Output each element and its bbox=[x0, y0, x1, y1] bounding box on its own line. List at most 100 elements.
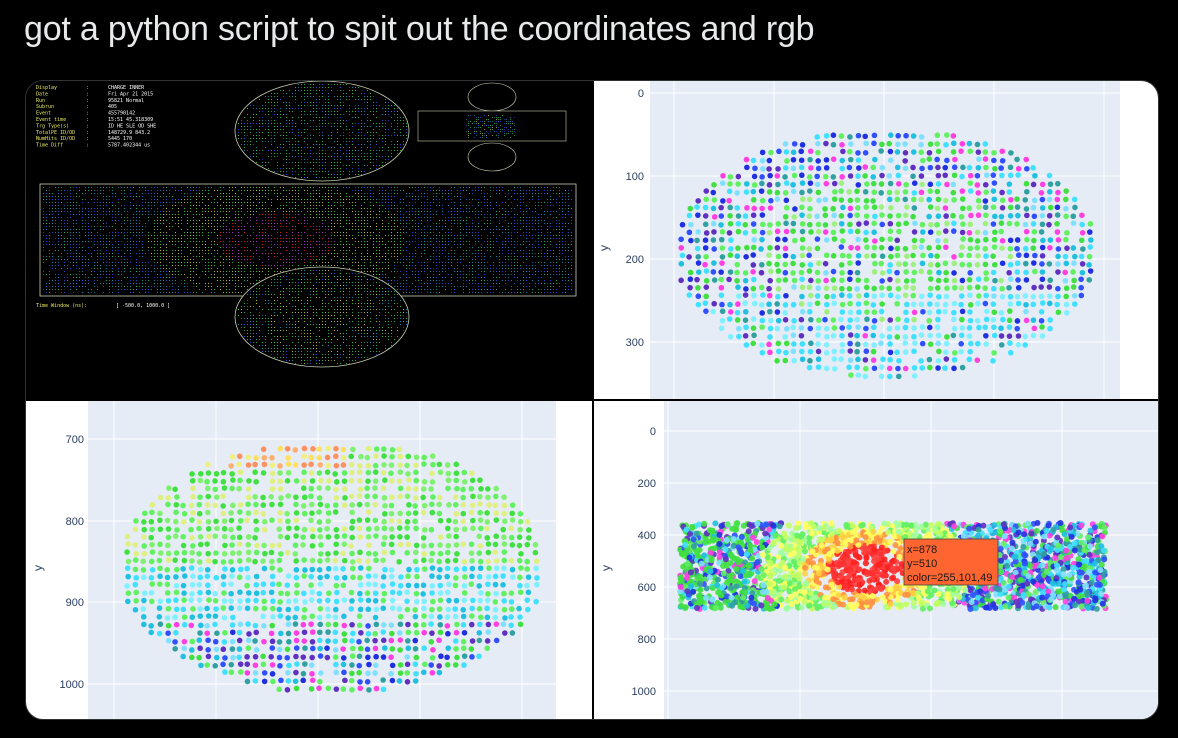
pmt-hit bbox=[364, 135, 365, 136]
pmt-hit bbox=[322, 117, 323, 118]
pmt-hit bbox=[496, 226, 497, 227]
pmt-hit bbox=[508, 238, 509, 239]
pmt-hit bbox=[388, 253, 389, 254]
pmt-hit bbox=[568, 247, 569, 248]
pmt-hit bbox=[391, 226, 392, 227]
pmt-hit bbox=[271, 156, 272, 157]
pmt-hit bbox=[487, 250, 488, 251]
pmt-hit bbox=[421, 202, 422, 203]
pmt-hit bbox=[454, 238, 455, 239]
pmt-hit bbox=[259, 138, 260, 139]
pmt-hit bbox=[493, 187, 494, 188]
pmt-hit bbox=[280, 259, 281, 260]
pmt-hit bbox=[259, 256, 260, 257]
pmt-hit bbox=[442, 277, 443, 278]
pmt-hit bbox=[478, 214, 479, 215]
pmt-hit bbox=[79, 238, 80, 239]
pmt-hit bbox=[238, 226, 239, 227]
pmt-hit bbox=[244, 277, 245, 278]
pmt-hit bbox=[352, 126, 353, 127]
pmt-hit bbox=[337, 132, 338, 133]
pmt-hit bbox=[391, 208, 392, 209]
pmt-hit bbox=[52, 262, 53, 263]
media-grid[interactable]: Display: CHARGE INNER Date: Fri Apr 21 2015… bbox=[25, 80, 1159, 720]
pmt-hit bbox=[172, 274, 173, 275]
pmt-hit bbox=[103, 283, 104, 284]
event-display-image[interactable]: Display: CHARGE INNER Date: Fri Apr 21 2015… bbox=[26, 81, 592, 399]
pmt-hit bbox=[97, 220, 98, 221]
pmt-hit bbox=[64, 277, 65, 278]
pmt-hit bbox=[244, 202, 245, 203]
pmt-hit bbox=[148, 214, 149, 215]
pmt-hit bbox=[211, 274, 212, 275]
pmt-hit bbox=[241, 208, 242, 209]
pmt-hit bbox=[343, 199, 344, 200]
pmt-hit bbox=[520, 193, 521, 194]
pmt-hit bbox=[280, 90, 281, 91]
pmt-hit bbox=[199, 283, 200, 284]
pmt-hit bbox=[172, 250, 173, 251]
pmt-hit bbox=[139, 271, 140, 272]
pmt-hit bbox=[82, 211, 83, 212]
pmt-hit bbox=[367, 226, 368, 227]
pmt-hit bbox=[256, 138, 257, 139]
pmt-hit bbox=[346, 229, 347, 230]
pmt-hit bbox=[565, 196, 566, 197]
pmt-hit bbox=[238, 199, 239, 200]
pmt-hit bbox=[286, 190, 287, 191]
pmt-hit bbox=[295, 256, 296, 257]
pmt-hit bbox=[193, 190, 194, 191]
pmt-hit bbox=[163, 256, 164, 257]
pmt-hit bbox=[331, 223, 332, 224]
pmt-hit bbox=[238, 235, 239, 236]
pmt-hit bbox=[529, 274, 530, 275]
pmt-hit bbox=[325, 250, 326, 251]
pmt-hit bbox=[547, 241, 548, 242]
pmt-hit bbox=[484, 253, 485, 254]
pmt-hit bbox=[568, 262, 569, 263]
pmt-hit bbox=[445, 271, 446, 272]
pmt-hit bbox=[460, 217, 461, 218]
pmt-hit bbox=[325, 162, 326, 163]
pmt-hit bbox=[325, 117, 326, 118]
pmt-hit bbox=[79, 208, 80, 209]
pmt-hit bbox=[298, 196, 299, 197]
pmt-hit bbox=[466, 253, 467, 254]
pmt-hit bbox=[301, 150, 302, 151]
pmt-hit bbox=[319, 253, 320, 254]
pmt-hit bbox=[322, 223, 323, 224]
pmt-hit bbox=[139, 250, 140, 251]
pmt-hit bbox=[226, 208, 227, 209]
pmt-hit bbox=[418, 223, 419, 224]
pmt-hit bbox=[169, 196, 170, 197]
pmt-hit bbox=[292, 199, 293, 200]
pmt-hit bbox=[433, 247, 434, 248]
pmt-hit bbox=[124, 265, 125, 266]
pmt-hit bbox=[334, 211, 335, 212]
pmt-hit bbox=[367, 96, 368, 97]
pmt-hit bbox=[97, 259, 98, 260]
pmt-hit bbox=[175, 223, 176, 224]
pmt-hit bbox=[292, 211, 293, 212]
pmt-hit bbox=[550, 190, 551, 191]
pmt-hit bbox=[388, 235, 389, 236]
pmt-hit bbox=[346, 165, 347, 166]
pmt-hit bbox=[319, 96, 320, 97]
pmt-hit bbox=[151, 199, 152, 200]
pmt-hit bbox=[358, 123, 359, 124]
pmt-hit bbox=[349, 153, 350, 154]
pmt-hit bbox=[130, 247, 131, 248]
pmt-hit bbox=[262, 105, 263, 106]
pmt-hit bbox=[421, 247, 422, 248]
pmt-hit bbox=[115, 256, 116, 257]
pmt-hit bbox=[397, 205, 398, 206]
pmt-hit bbox=[319, 235, 320, 236]
pmt-hit bbox=[154, 259, 155, 260]
pmt-hit bbox=[154, 202, 155, 203]
pmt-hit bbox=[94, 199, 95, 200]
pmt-hit bbox=[214, 259, 215, 260]
pmt-hit bbox=[412, 274, 413, 275]
pmt-hit bbox=[319, 171, 320, 172]
pmt-hit bbox=[298, 156, 299, 157]
pmt-hit bbox=[241, 241, 242, 242]
